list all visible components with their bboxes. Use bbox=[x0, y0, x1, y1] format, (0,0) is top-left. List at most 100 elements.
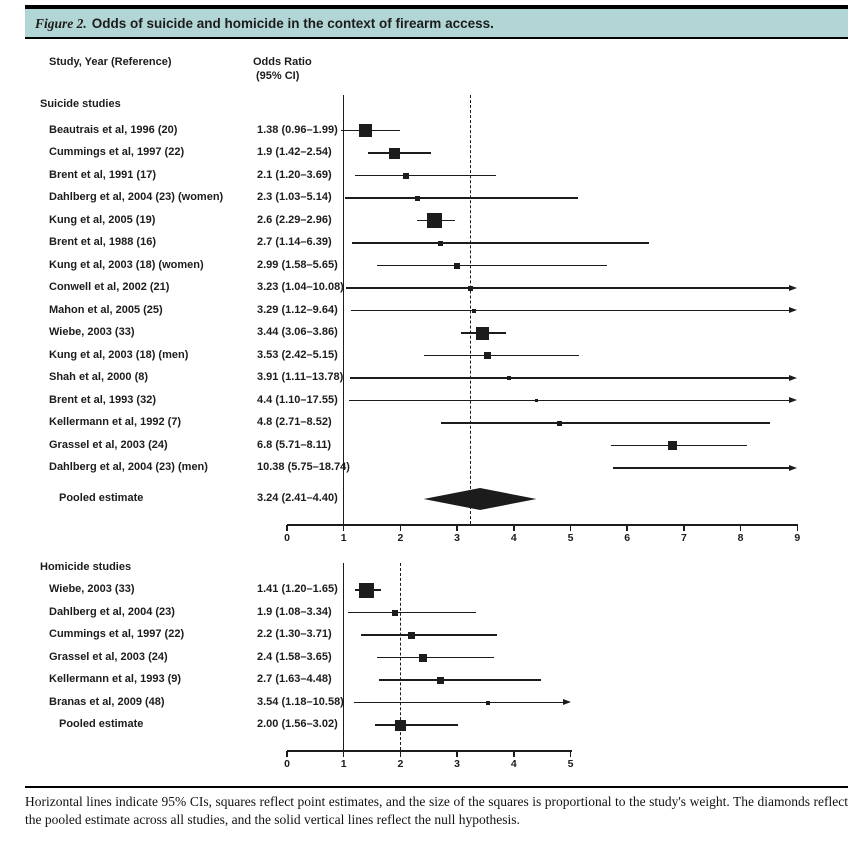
point-estimate-square bbox=[408, 631, 416, 639]
pooled-diamond bbox=[423, 488, 537, 510]
study-label: Brent et al, 1991 (17) bbox=[49, 168, 156, 181]
section-title: Suicide studies bbox=[40, 98, 121, 110]
odds-ratio-value: 1.41 (1.20–1.65) bbox=[257, 583, 338, 595]
axis-tick bbox=[342, 525, 345, 531]
odds-ratio-value: 3.53 (2.42–5.15) bbox=[257, 348, 338, 361]
ci-line bbox=[424, 354, 579, 357]
odds-ratio-value: 10.38 (5.75–18.74) bbox=[257, 461, 350, 473]
axis-tick bbox=[513, 751, 515, 757]
study-label: Kung et al, 2005 (19) bbox=[49, 213, 156, 226]
axis-tick-label: 3 bbox=[454, 532, 461, 544]
study-label: Kellermann et al, 1992 (7) bbox=[49, 416, 182, 428]
ci-line bbox=[440, 422, 771, 424]
axis-tick-label: 0 bbox=[284, 758, 290, 770]
odds-ratio-value: 3.29 (1.12–9.64) bbox=[257, 303, 338, 316]
ci-line bbox=[360, 634, 498, 636]
ci-line bbox=[355, 589, 381, 591]
odds-ratio-value: 1.38 (0.96–1.99) bbox=[257, 123, 338, 136]
ci-line bbox=[379, 679, 541, 681]
point-estimate-square bbox=[391, 609, 398, 616]
axis-tick-label: 4 bbox=[510, 758, 517, 770]
odds-ratio-value: 6.8 (5.71–8.11) bbox=[257, 438, 332, 451]
point-estimate-square bbox=[467, 285, 473, 291]
axis-tick-label: 1 bbox=[340, 758, 347, 770]
ci-line bbox=[375, 724, 459, 726]
point-estimate-square bbox=[485, 700, 490, 705]
study-label: Kung et al, 2003 (18) (men) bbox=[49, 348, 189, 361]
point-estimate-square bbox=[358, 124, 372, 137]
arrow-right-icon bbox=[789, 284, 798, 291]
study-label: Brent et al, 1988 (16) bbox=[49, 236, 156, 248]
point-estimate-square bbox=[426, 213, 442, 228]
column-header-odds-ratio: Odds Ratio bbox=[253, 56, 312, 68]
x-axis bbox=[287, 524, 799, 526]
figure-title-bar: Figure 2. Odds of suicide and homicide in… bbox=[25, 9, 848, 39]
figure-label: Figure 2. bbox=[35, 16, 87, 31]
odds-ratio-value: 3.54 (1.18–10.58) bbox=[257, 695, 344, 708]
odds-ratio-value: 2.6 (2.29–2.96) bbox=[257, 213, 332, 226]
ci-line bbox=[367, 152, 431, 154]
study-label: Branas et al, 2009 (48) bbox=[49, 695, 165, 708]
axis-tick-label: 6 bbox=[624, 532, 631, 544]
odds-ratio-value: 2.99 (1.58–5.65) bbox=[257, 258, 338, 271]
section-title: Homicide studies bbox=[40, 561, 132, 573]
axis-tick-label: 2 bbox=[397, 532, 404, 544]
study-label: Brent et al, 1993 (32) bbox=[49, 393, 156, 406]
ci-line bbox=[351, 242, 650, 244]
point-estimate-square bbox=[436, 676, 444, 684]
ci-line bbox=[416, 219, 455, 222]
point-estimate-square bbox=[475, 326, 489, 340]
point-estimate-square bbox=[483, 352, 491, 359]
ci-line bbox=[341, 129, 400, 132]
column-header-ci: (95% CI) bbox=[256, 70, 300, 82]
point-estimate-square bbox=[556, 420, 562, 426]
arrow-right-icon bbox=[789, 374, 798, 381]
study-label: Dahlberg et al, 2004 (23) bbox=[49, 605, 175, 618]
ci-line bbox=[460, 332, 506, 334]
axis-tick bbox=[342, 751, 345, 757]
null-hypothesis-line bbox=[342, 563, 345, 750]
odds-ratio-value: 4.4 (1.10–17.55) bbox=[257, 393, 338, 406]
arrow-right-icon bbox=[789, 464, 798, 471]
ci-line bbox=[353, 701, 564, 704]
axis-tick-label: 4 bbox=[510, 532, 517, 544]
ci-line bbox=[610, 444, 747, 447]
study-label: Conwell et al, 2002 (21) bbox=[49, 281, 170, 293]
study-label: Shah et al, 2000 (8) bbox=[49, 371, 149, 383]
point-estimate-square bbox=[437, 240, 443, 246]
axis-tick-label: 2 bbox=[397, 758, 404, 770]
axis-tick-label: 5 bbox=[567, 532, 574, 544]
axis-tick bbox=[399, 525, 402, 531]
ci-line bbox=[376, 264, 608, 267]
axis-tick bbox=[739, 525, 742, 531]
figure-caption: Horizontal lines indicate 95% CIs, squar… bbox=[25, 794, 848, 827]
axis-tick bbox=[569, 751, 572, 757]
axis-tick-label: 9 bbox=[794, 532, 801, 544]
arrow-right-icon bbox=[789, 397, 798, 403]
figure-title: Odds of suicide and homicide in the cont… bbox=[91, 16, 494, 31]
axis-tick bbox=[626, 525, 628, 531]
study-label: Beautrais et al, 1996 (20) bbox=[49, 123, 178, 136]
axis-tick-label: 0 bbox=[284, 532, 290, 544]
study-label: Dahlberg et al, 2004 (23) (women) bbox=[49, 191, 224, 203]
study-label: Kung et al, 2003 (18) (women) bbox=[49, 258, 204, 271]
axis-tick bbox=[456, 751, 458, 757]
study-label: Mahon et al, 2005 (25) bbox=[49, 303, 163, 316]
arrow-right-icon bbox=[789, 307, 798, 313]
odds-ratio-value: 2.00 (1.56–3.02) bbox=[257, 718, 338, 730]
null-hypothesis-line bbox=[342, 95, 345, 524]
odds-ratio-value: 3.44 (3.06–3.86) bbox=[257, 326, 338, 338]
odds-ratio-value: 1.9 (1.42–2.54) bbox=[257, 146, 332, 158]
study-label: Wiebe, 2003 (33) bbox=[49, 583, 135, 595]
ci-line bbox=[345, 287, 791, 289]
study-label: Grassel et al, 2003 (24) bbox=[49, 438, 168, 451]
ci-line bbox=[350, 309, 791, 312]
ci-line bbox=[345, 197, 579, 199]
axis-tick-label: 8 bbox=[737, 532, 744, 544]
axis-tick bbox=[399, 751, 402, 757]
odds-ratio-value: 4.8 (2.71–8.52) bbox=[257, 416, 332, 428]
ci-line bbox=[349, 399, 791, 402]
axis-tick bbox=[456, 525, 458, 531]
caption-divider bbox=[25, 786, 848, 788]
